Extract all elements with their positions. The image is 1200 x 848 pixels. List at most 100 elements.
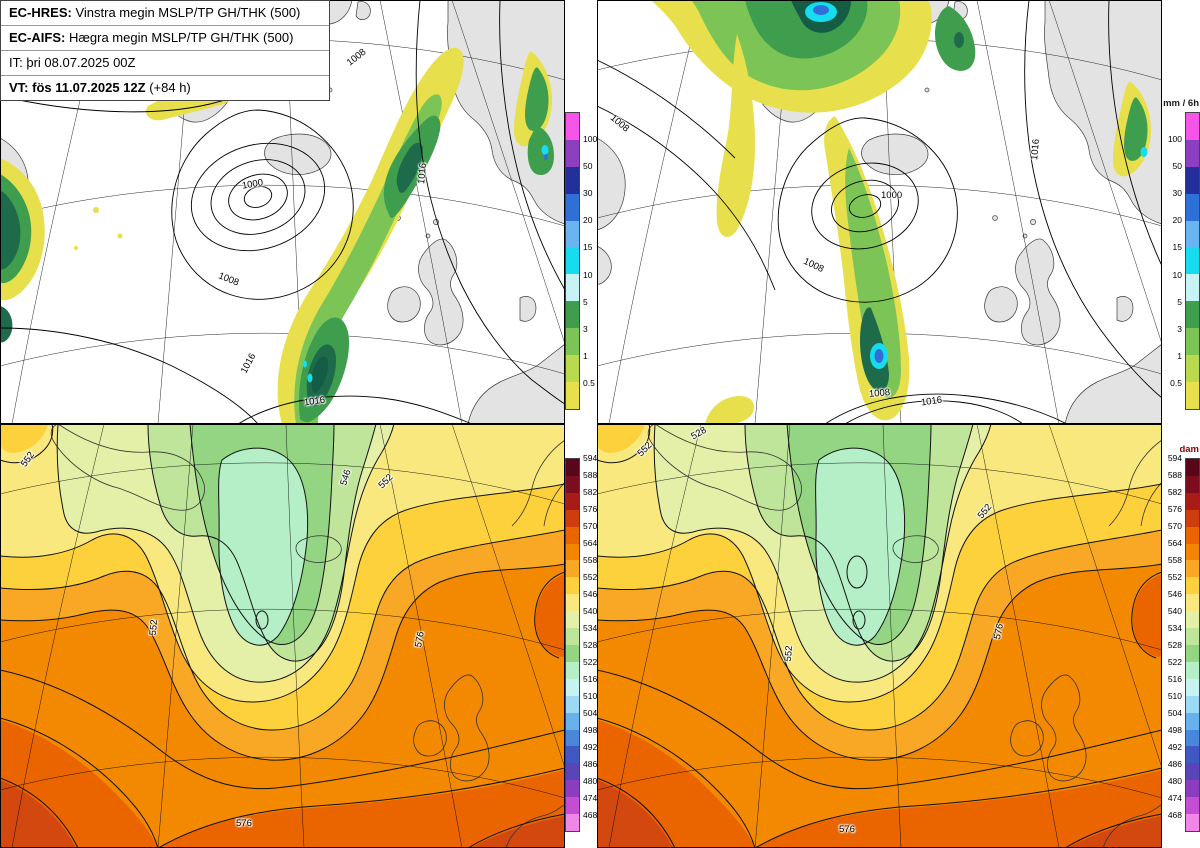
colorbar-cell [566, 475, 579, 493]
colorbar-tick-label: 564 [1167, 538, 1182, 548]
colorbar-cell [566, 729, 579, 747]
colorbar-cell [1186, 661, 1199, 679]
colorbar-cell [1186, 644, 1199, 662]
colorbar-tick-label: 594 [583, 453, 598, 463]
map-panel-ecaifs-gh-thk: 552 528 552 552 576 576 [597, 424, 1162, 848]
colorbar-tick-label: 522 [583, 657, 598, 667]
colorbar-tick-label: 100 [583, 134, 598, 145]
colorbar-cell [566, 193, 579, 221]
colorbar-cell [1186, 780, 1199, 798]
colorbar-tick-label: 510 [1167, 691, 1182, 701]
colorbar-cell [566, 712, 579, 730]
colorbar-cell [566, 560, 579, 578]
colorbar-cell [566, 661, 579, 679]
colorbar-tick-label: 510 [583, 691, 598, 701]
colorbar-cell [566, 166, 579, 194]
colorbar-cell [566, 328, 579, 356]
legend-text: Hægra megin MSLP/TP GH/THK (500) [65, 30, 294, 45]
colorbar-cell [1186, 543, 1199, 561]
colorbar-cell [1186, 611, 1199, 629]
colorbar-cell [1186, 139, 1199, 167]
colorbar-tick-label: 1 [1177, 350, 1182, 361]
colorbar-tick-label: 582 [1167, 487, 1182, 497]
colorbar-tick-label: 516 [1167, 674, 1182, 684]
legend-row-echres: EC-HRES: Vinstra megin MSLP/TP GH/THK (5… [1, 1, 329, 26]
colorbar-tick-label: 492 [1167, 742, 1182, 752]
colorbar-tick-label: 50 [1172, 161, 1182, 172]
colorbar-tick-label: 546 [1167, 589, 1182, 599]
colorbar-cell [566, 814, 579, 831]
colorbar-cell [566, 459, 579, 476]
colorbar-tick-label: 5 [1177, 296, 1182, 307]
map-canvas-ecaifs-mslp [597, 0, 1162, 424]
legend-text: Vinstra megin MSLP/TP GH/THK (500) [71, 5, 301, 20]
colorbar-tick-label: 10 [583, 269, 593, 280]
colorbar-cell [1186, 274, 1199, 302]
colorbar-tick-label: 570 [583, 521, 598, 531]
colorbar-tick-label: 1 [583, 350, 588, 361]
map-canvas-echres-thk [0, 424, 565, 848]
colorbar-tick-label: 540 [1167, 606, 1182, 616]
colorbar-tick-label: 474 [1167, 793, 1182, 803]
colorbar-tick-label: 3 [583, 323, 588, 334]
colorbar-tick-label: 492 [583, 742, 598, 752]
precip-areas [651, 0, 1151, 424]
forecast-legend: EC-HRES: Vinstra megin MSLP/TP GH/THK (5… [0, 0, 330, 101]
colorbar-cell [566, 780, 579, 798]
colorbar-cell [1186, 355, 1199, 383]
colorbar-height-right [1185, 458, 1200, 832]
colorbar-cell [566, 139, 579, 167]
colorbar-cell [1186, 220, 1199, 248]
colorbar-cell [1186, 797, 1199, 815]
colorbar-cell [1186, 594, 1199, 612]
colorbar-cell [566, 543, 579, 561]
colorbar-cell [1186, 328, 1199, 356]
colorbar-tick-label: 20 [1172, 215, 1182, 226]
colorbar-cell [566, 355, 579, 383]
colorbar-cell [1186, 459, 1199, 476]
colorbar-tick-label: 468 [1167, 810, 1182, 820]
colorbar-cell [1186, 763, 1199, 781]
colorbar-height-left [565, 458, 580, 832]
colorbar-cell [1186, 475, 1199, 493]
colorbar-cell [566, 746, 579, 764]
colorbar-tick-label: 582 [583, 487, 598, 497]
colorbar-cell [1186, 509, 1199, 527]
legend-label: EC-AIFS: [9, 30, 66, 45]
colorbar-cell [566, 594, 579, 612]
colorbar-cell [566, 628, 579, 645]
colorbar-cell [566, 274, 579, 302]
colorbar-cell [1186, 746, 1199, 764]
colorbar-tick-label: 0.5 [1170, 377, 1182, 388]
colorbar-tick-label: 10 [1172, 269, 1182, 280]
colorbar-tick-label: 468 [583, 810, 598, 820]
legend-label: EC-HRES: [9, 5, 72, 20]
colorbar-tick-label: 534 [1167, 623, 1182, 633]
legend-text: þri 08.07.2025 00Z [22, 55, 136, 70]
colorbar-tick-label: 474 [583, 793, 598, 803]
colorbar-tick-label: 504 [583, 708, 598, 718]
colorbar-title: mm / 6h [1163, 98, 1199, 109]
colorbar-tick-label: 576 [583, 504, 598, 514]
colorbar-cell [1186, 560, 1199, 578]
colorbar-tick-label: 15 [1172, 242, 1182, 253]
colorbar-tick-label: 50 [583, 161, 593, 172]
colorbar-tick-label: 0.5 [583, 377, 595, 388]
colorbar-tick-label: 486 [583, 759, 598, 769]
colorbar-tick-label: 15 [583, 242, 593, 253]
legend-row-init-time: IT: þri 08.07.2025 00Z [1, 51, 329, 76]
colorbar-precip-left [565, 112, 580, 410]
colorbar-precip-right [1185, 112, 1200, 410]
colorbar-tick-label: 480 [583, 776, 598, 786]
colorbar-tick-label: 522 [1167, 657, 1182, 667]
colorbar-cell [1186, 166, 1199, 194]
colorbar-cell [566, 526, 579, 544]
colorbar-cell [566, 220, 579, 248]
colorbar-cell [1186, 695, 1199, 713]
colorbar-cell [1186, 193, 1199, 221]
colorbar-tick-label: 486 [1167, 759, 1182, 769]
colorbar-tick-label: 552 [1167, 572, 1182, 582]
colorbar-cell [566, 301, 579, 329]
colorbar-cell [566, 644, 579, 662]
